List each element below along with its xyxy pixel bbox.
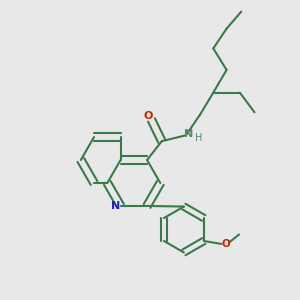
Text: N: N xyxy=(111,201,120,211)
Text: O: O xyxy=(143,111,153,122)
Text: H: H xyxy=(196,133,203,142)
Text: N: N xyxy=(184,129,194,139)
Text: O: O xyxy=(221,239,230,249)
